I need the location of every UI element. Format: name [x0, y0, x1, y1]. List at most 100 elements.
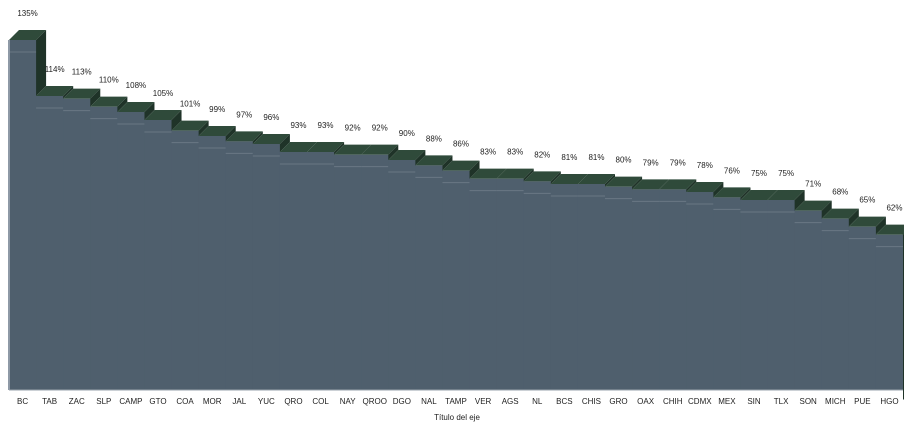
bar-camp [117, 112, 145, 390]
bar-qro [280, 152, 308, 390]
x-tick-label-dgo: DGO [393, 397, 411, 406]
x-tick-label-hgo: HGO [880, 397, 898, 406]
value-label-chih: 79% [670, 158, 686, 167]
x-tick-label-sin: SIN [747, 397, 761, 406]
value-label-son: 71% [805, 180, 821, 189]
value-label-sin: 75% [751, 169, 767, 178]
x-tick-label-slp: SLP [96, 397, 111, 406]
value-label-col: 93% [318, 121, 334, 130]
bar-gto [144, 120, 172, 390]
value-label-jal: 97% [236, 110, 252, 119]
x-tick-label-bcs: BCS [556, 397, 572, 406]
x-tick-label-qro: QRO [284, 397, 302, 406]
value-label-mich: 68% [832, 188, 848, 197]
x-tick-label-cdmx: CDMX [688, 397, 712, 406]
bar-mor [199, 136, 227, 390]
value-label-mor: 99% [209, 105, 225, 114]
bar-coa [172, 131, 200, 390]
bar-dgo [388, 160, 416, 390]
bar-zac [63, 99, 91, 390]
value-label-pue: 65% [859, 196, 875, 205]
bar-tamp [442, 171, 470, 390]
bar-tlx [768, 200, 796, 390]
value-label-cdmx: 78% [697, 161, 713, 170]
value-label-nl: 82% [534, 150, 550, 159]
x-axis-title: Título del eje [434, 413, 480, 422]
bar-slp [90, 107, 118, 390]
bar-nal [415, 165, 443, 390]
bar-cdmx [686, 192, 714, 390]
x-tick-label-tab: TAB [42, 397, 57, 406]
bar-chih [659, 189, 687, 390]
x-tick-label-tamp: TAMP [445, 397, 467, 406]
value-label-oax: 79% [643, 158, 659, 167]
bar-bcs [551, 184, 579, 390]
bar-mich [822, 219, 850, 390]
bar-yuc [253, 144, 281, 390]
bar-gro [605, 187, 633, 390]
x-tick-label-oax: OAX [637, 397, 655, 406]
x-tick-label-gro: GRO [609, 397, 627, 406]
bar-son [795, 211, 823, 390]
x-tick-label-mex: MEX [718, 397, 736, 406]
x-tick-label-nal: NAL [421, 397, 437, 406]
value-label-coa: 101% [180, 100, 200, 109]
bar-sin [740, 200, 768, 390]
x-tick-label-coa: COA [176, 397, 194, 406]
x-tick-label-chih: CHIH [663, 397, 683, 406]
value-label-ver: 83% [480, 148, 496, 157]
x-tick-label-mor: MOR [203, 397, 222, 406]
x-axis-labels-group: BC TAB ZAC SLP CAMP GTO COA MOR JAL YUC QRO COL NAY Q… [17, 397, 899, 406]
value-label-dgo: 90% [399, 129, 415, 138]
bar-nl [524, 181, 552, 390]
x-tick-label-zac: ZAC [69, 397, 85, 406]
value-label-tamp: 86% [453, 140, 469, 149]
x-tick-label-son: SON [800, 397, 818, 406]
value-label-nay: 92% [345, 124, 361, 133]
bar-jal [226, 141, 254, 390]
bar-qroo [361, 155, 389, 390]
value-label-qroo: 92% [372, 124, 388, 133]
x-tick-label-mich: MICH [825, 397, 846, 406]
bar-ver [470, 179, 498, 390]
bar-oax [632, 189, 660, 390]
x-tick-label-jal: JAL [232, 397, 246, 406]
x-tick-label-chis: CHIS [582, 397, 601, 406]
x-tick-label-col: COL [312, 397, 329, 406]
value-label-bcs: 81% [561, 153, 577, 162]
x-tick-label-pue: PUE [854, 397, 870, 406]
value-label-gto: 105% [153, 89, 173, 98]
value-label-bc: 135% [17, 9, 37, 18]
value-label-mex: 76% [724, 166, 740, 175]
value-label-ags: 83% [507, 148, 523, 157]
bar-ags [497, 179, 525, 390]
x-tick-label-camp: CAMP [119, 397, 142, 406]
bar-hgo [876, 235, 904, 390]
bar-col [307, 152, 335, 390]
bar-nay [334, 155, 362, 390]
x-tick-label-nay: NAY [340, 397, 357, 406]
value-label-hgo: 62% [886, 204, 902, 213]
value-label-camp: 108% [126, 81, 146, 90]
value-label-yuc: 96% [263, 113, 279, 122]
x-tick-label-yuc: YUC [258, 397, 275, 406]
x-tick-label-ver: VER [475, 397, 492, 406]
bar-chis [578, 184, 606, 390]
bar-bc [9, 40, 37, 390]
x-tick-label-nl: NL [532, 397, 543, 406]
x-tick-label-qroo: QROO [363, 397, 387, 406]
value-label-gro: 80% [616, 156, 632, 165]
value-label-chis: 81% [588, 153, 604, 162]
bar-mex [713, 197, 741, 390]
bar-side-bc [36, 30, 46, 96]
value-label-zac: 113% [72, 68, 92, 77]
value-label-tab: 114% [45, 65, 65, 74]
value-label-qro: 93% [290, 121, 306, 130]
value-label-slp: 110% [99, 76, 119, 85]
value-label-nal: 88% [426, 134, 442, 143]
x-tick-label-bc: BC [17, 397, 28, 406]
bar-pue [849, 227, 877, 390]
bar-tab [36, 96, 64, 390]
value-label-tlx: 75% [778, 169, 794, 178]
